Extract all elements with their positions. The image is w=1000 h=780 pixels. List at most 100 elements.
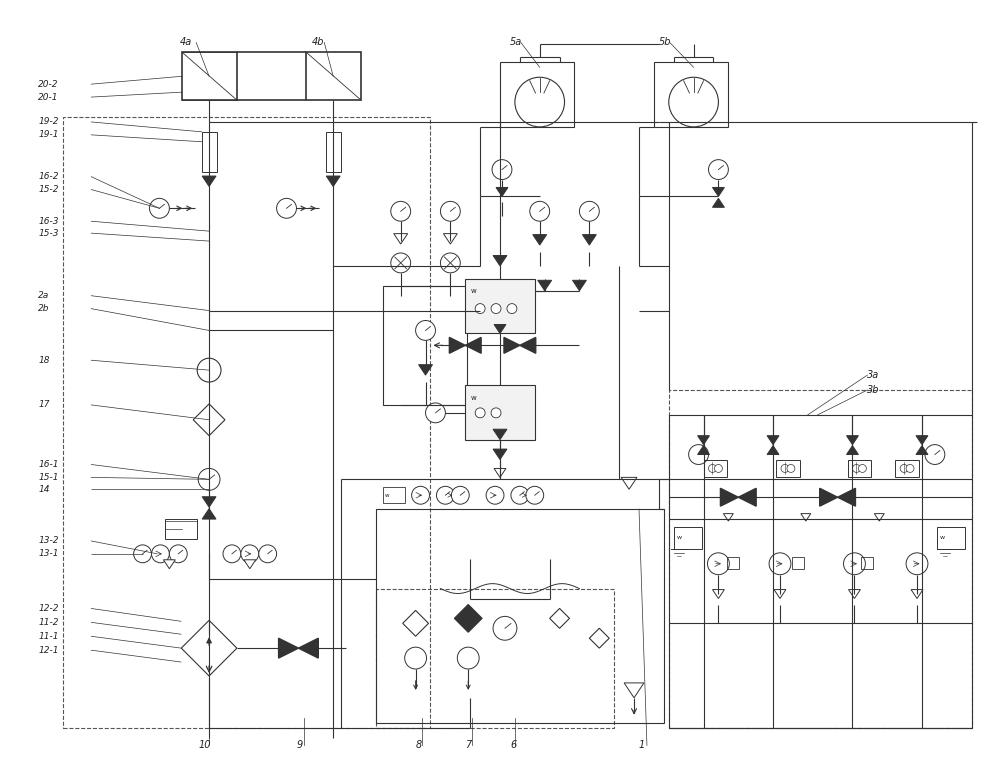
Text: 2b: 2b [38,304,50,313]
Polygon shape [493,256,507,266]
Polygon shape [916,436,928,445]
Text: 16-2: 16-2 [38,172,59,181]
Polygon shape [712,590,724,598]
Circle shape [511,486,529,504]
Polygon shape [443,234,457,244]
Text: 9: 9 [296,740,303,750]
Bar [63,117,430,728]
Text: 16-1: 16-1 [38,460,59,469]
Bar [383,488,405,503]
Polygon shape [698,436,709,445]
Text: w: w [385,493,389,498]
Circle shape [689,445,709,464]
Text: 6: 6 [510,740,516,750]
Circle shape [507,303,517,314]
Circle shape [426,403,445,423]
Polygon shape [582,235,596,245]
Text: w: w [470,395,476,401]
Circle shape [708,553,729,575]
Polygon shape [589,629,609,648]
Polygon shape [698,445,709,455]
Circle shape [844,553,865,575]
Bar [861,557,873,569]
Circle shape [781,464,789,473]
Circle shape [491,408,501,418]
Polygon shape [624,683,644,698]
Bar [326,132,341,172]
Polygon shape [720,488,738,506]
Polygon shape [193,404,225,436]
Polygon shape [820,488,838,506]
Circle shape [769,553,791,575]
Circle shape [169,545,187,562]
Bar [674,527,702,549]
Text: 13-1: 13-1 [38,549,59,558]
Polygon shape [449,338,465,353]
Polygon shape [419,365,432,375]
Polygon shape [538,280,552,291]
Polygon shape [496,187,508,197]
Polygon shape [572,280,586,291]
Text: 11-1: 11-1 [38,632,59,640]
Circle shape [391,253,411,273]
Text: 12-1: 12-1 [38,646,59,654]
Polygon shape [326,176,340,186]
Polygon shape [847,445,858,455]
Polygon shape [244,560,256,569]
Text: w: w [940,535,945,541]
Circle shape [492,160,512,179]
Circle shape [134,545,152,562]
Circle shape [493,616,517,640]
Text: 17: 17 [38,400,50,410]
Circle shape [416,321,435,340]
Bar [792,557,804,569]
Circle shape [486,486,504,504]
Text: w: w [470,288,476,294]
Polygon shape [454,604,482,633]
Circle shape [198,469,220,491]
Polygon shape [550,608,570,629]
Text: 3b: 3b [867,385,880,395]
Text: 15-2: 15-2 [38,185,59,194]
Bar [465,278,535,333]
Bar [306,52,361,100]
Text: 3a: 3a [867,370,880,380]
Circle shape [475,408,485,418]
Polygon shape [298,638,318,658]
Polygon shape [723,513,733,521]
Text: 19-1: 19-1 [38,130,59,140]
Circle shape [925,445,945,464]
Circle shape [530,201,550,222]
Circle shape [491,303,501,314]
Circle shape [277,198,296,218]
Circle shape [405,647,427,669]
Circle shape [197,358,221,382]
Polygon shape [911,590,923,598]
Text: 5b: 5b [659,37,671,48]
Circle shape [669,77,718,127]
Polygon shape [465,338,481,353]
Polygon shape [621,477,637,489]
Circle shape [440,201,460,222]
Text: 14: 14 [38,485,50,494]
Circle shape [852,464,860,473]
Polygon shape [712,187,724,197]
Polygon shape [774,590,786,598]
Bar [376,509,664,722]
Bar [727,557,739,569]
Polygon shape [494,469,506,477]
Bar [182,52,237,100]
Bar [776,459,800,477]
Circle shape [451,486,469,504]
Bar [895,459,919,477]
Text: 18: 18 [38,356,50,365]
Polygon shape [533,235,547,245]
Circle shape [787,464,795,473]
Circle shape [241,545,259,562]
Polygon shape [848,590,860,598]
Bar [704,459,727,477]
Circle shape [526,486,544,504]
Polygon shape [767,436,779,445]
Circle shape [906,464,914,473]
Polygon shape [493,449,507,459]
